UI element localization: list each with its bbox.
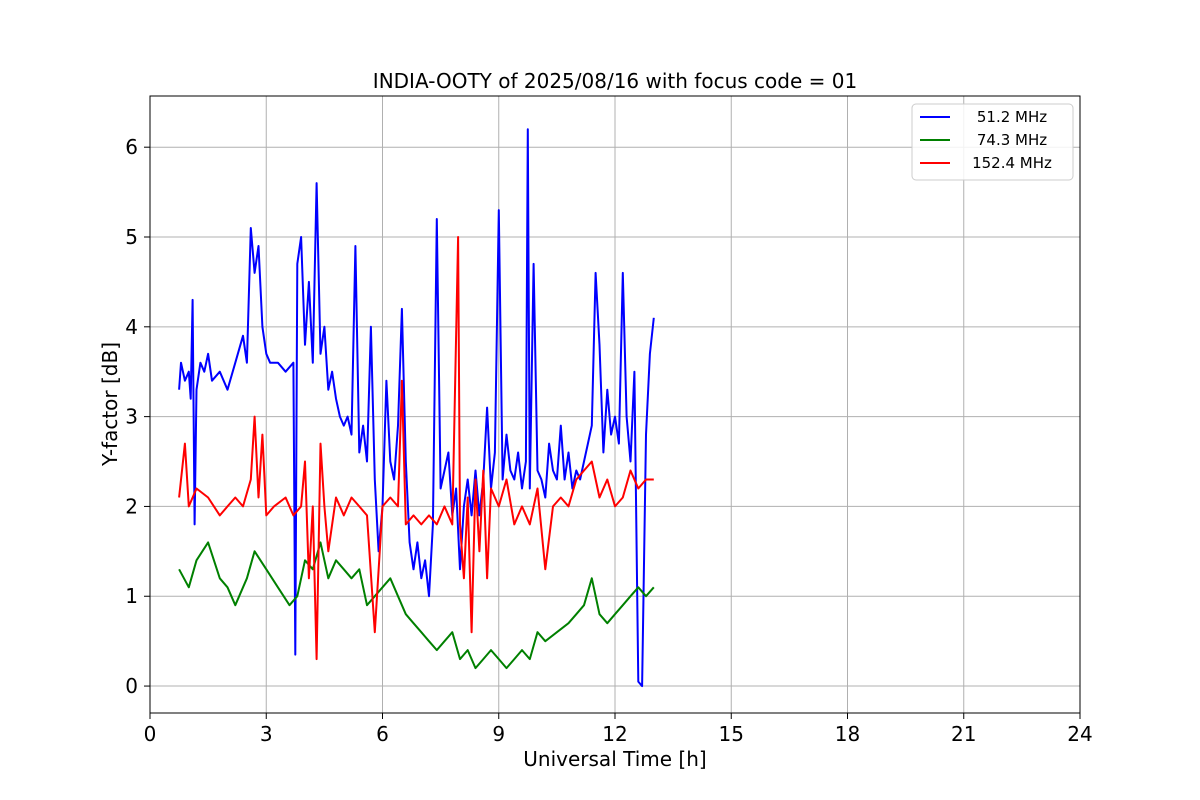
x-tick-label: 18 <box>835 722 860 746</box>
y-tick-label: 6 <box>125 135 138 159</box>
chart-title: INDIA-OOTY of 2025/08/16 with focus code… <box>373 69 857 93</box>
x-tick-label: 24 <box>1067 722 1092 746</box>
y-tick-label: 4 <box>125 315 138 339</box>
y-axis-ticks: 0 1 2 3 4 5 6 <box>125 135 150 698</box>
series-line-2 <box>178 541 655 670</box>
legend-label: 152.4 MHz <box>972 154 1052 172</box>
x-tick-label: 6 <box>376 722 389 746</box>
y-tick-label: 5 <box>125 225 138 249</box>
y-tick-label: 0 <box>125 674 138 698</box>
x-tick-label: 9 <box>492 722 505 746</box>
x-tick-label: 21 <box>951 722 976 746</box>
legend: 51.2 MHz 74.3 MHz 152.4 MHz <box>911 103 1074 181</box>
x-tick-label: 3 <box>260 722 273 746</box>
series-line-1 <box>178 128 655 688</box>
x-axis-label: Universal Time [h] <box>523 747 706 771</box>
y-tick-label: 2 <box>125 494 138 518</box>
plot-area <box>149 95 1081 714</box>
series-line-3 <box>178 236 654 661</box>
x-tick-label: 12 <box>602 722 627 746</box>
series-layer <box>178 128 655 688</box>
x-tick-label: 15 <box>719 722 744 746</box>
y-axis-label: Y-factor [dB] <box>98 342 122 467</box>
y-tick-label: 3 <box>125 405 138 429</box>
legend-label: 51.2 MHz <box>977 108 1047 126</box>
legend-box <box>911 103 1074 181</box>
x-tick-label: 0 <box>144 722 157 746</box>
x-axis-ticks: 0 3 6 9 12 15 18 21 24 <box>144 713 1093 746</box>
y-tick-label: 1 <box>125 584 138 608</box>
legend-label: 74.3 MHz <box>977 131 1047 149</box>
